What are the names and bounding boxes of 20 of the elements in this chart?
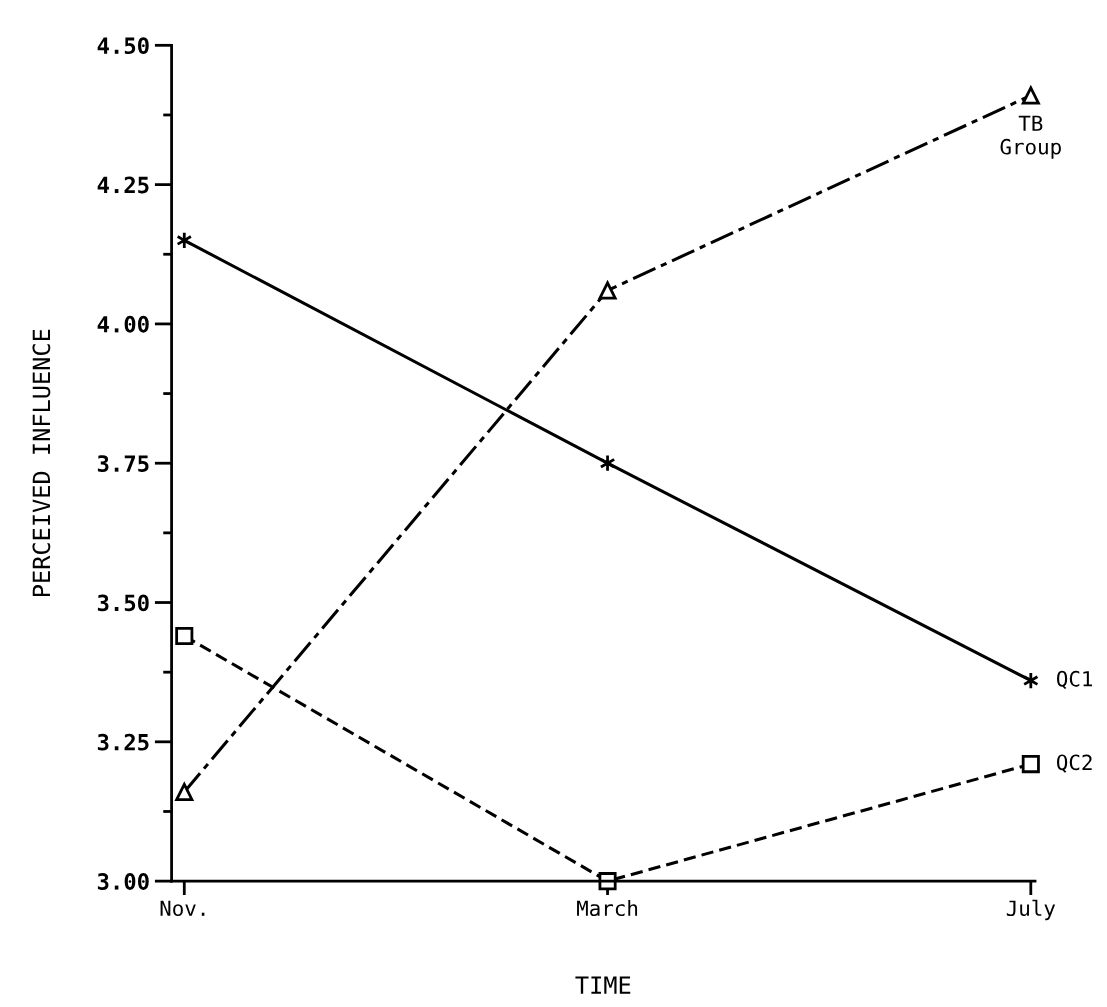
point [1021,755,1040,774]
y-axis-title: PERCEIVED INFLUENCE [32,329,51,596]
x-tick-label: March [577,899,638,917]
point [175,626,194,645]
series-label: QC1 [1057,670,1093,690]
y-tick-label: 4.00 [97,315,149,333]
y-tick-label: 3.50 [97,594,149,612]
x-axis-title: TIME [575,976,631,994]
series-label: TB Group [1000,115,1061,159]
x-tick-label: Nov. [160,900,205,917]
y-tick-label: 3.75 [97,455,149,472]
point [1021,86,1040,105]
y-tick-label: 3.00 [97,873,149,890]
y-tick-label: 3.25 [97,733,149,751]
point [598,281,617,300]
series-label: QC2 [1057,754,1092,773]
y-tick-label: 4.50 [97,37,149,55]
point [175,782,194,801]
x-tick-label: July [1006,899,1056,921]
y-tick-label: 4.25 [97,176,149,194]
